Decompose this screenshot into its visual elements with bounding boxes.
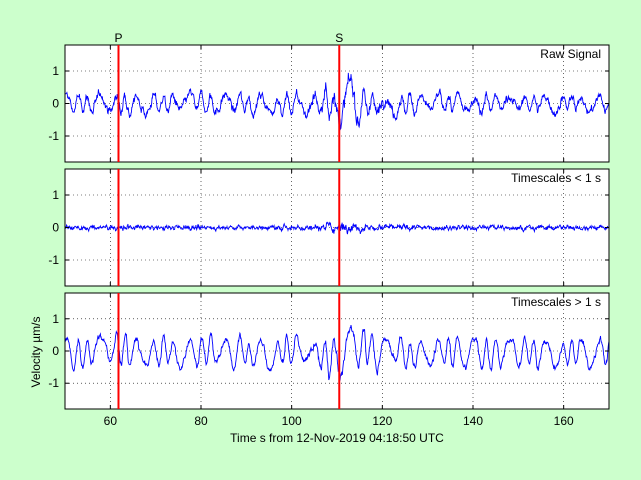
- y-tick-label: 1: [52, 188, 59, 202]
- panel-label: Timescales > 1 s: [511, 295, 601, 309]
- y-tick-label: 0: [52, 221, 59, 235]
- y-tick-label: -1: [48, 253, 59, 267]
- x-tick-label: 100: [282, 414, 302, 428]
- panel-2: -1 0 1 Timescales < 1 s: [48, 168, 610, 287]
- y-tick-label: 1: [52, 312, 59, 326]
- phase-markers-group: 60 80 100 120 140 160 P S: [104, 31, 574, 428]
- phase-marker-label: S: [335, 31, 343, 45]
- x-tick-label: 60: [104, 414, 118, 428]
- y-axis-title: Velocity µm/s: [29, 317, 43, 388]
- phase-marker-label: P: [114, 31, 122, 45]
- y-tick-label: 1: [52, 64, 59, 78]
- x-tick-label: 160: [554, 414, 574, 428]
- panel-1: -1 0 1 Raw Signal: [48, 44, 610, 163]
- panel-label: Raw Signal: [540, 47, 601, 61]
- x-tick-label: 140: [463, 414, 483, 428]
- x-axis-title: Time s from 12-Nov-2019 04:18:50 UTC: [230, 431, 444, 445]
- y-tick-label: 0: [52, 344, 59, 358]
- panel-3: -1 0 1 Timescales > 1 s: [48, 292, 610, 410]
- signal-trace: [64, 325, 610, 382]
- x-tick-label: 120: [372, 414, 392, 428]
- y-tick-label: 0: [52, 97, 59, 111]
- panels-group: -1 0 1 Raw Signal -1 0 1 Timescales < 1 s -1 0 1 Ti…: [48, 44, 610, 410]
- y-tick-label: -1: [48, 129, 59, 143]
- x-tick-label: 80: [194, 414, 208, 428]
- signal-trace: [64, 221, 610, 235]
- panel-label: Timescales < 1 s: [511, 171, 601, 185]
- signal-trace: [65, 72, 610, 131]
- y-tick-label: -1: [48, 376, 59, 390]
